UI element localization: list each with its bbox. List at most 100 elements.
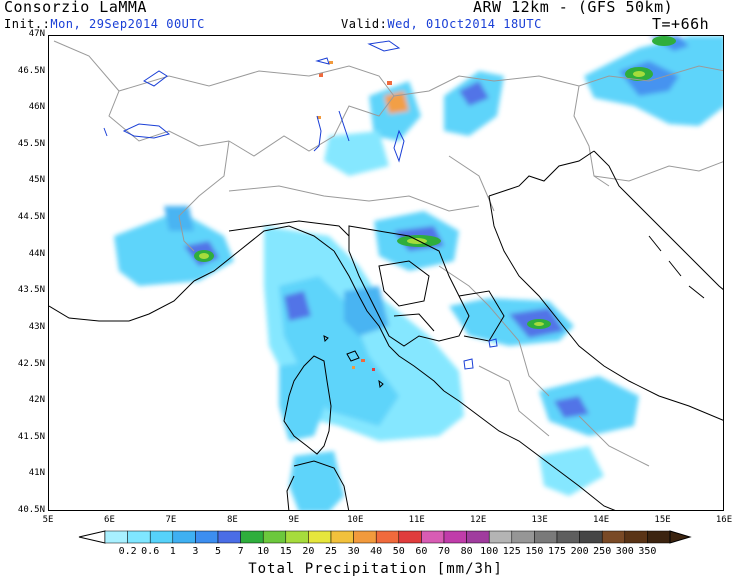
precip-speck — [317, 116, 321, 119]
colorbar-swatch — [308, 530, 332, 544]
tuscany-internal-2 — [393, 313, 435, 332]
colorbar-swatch — [330, 530, 354, 544]
latitude-label: 44.5N — [17, 212, 45, 223]
colorbar-label: 5 — [214, 546, 222, 557]
precipitation-fields — [114, 36, 723, 510]
lake-geneva — [122, 123, 171, 139]
precip-core-marche-inner — [534, 322, 544, 326]
lake-maggiore — [313, 115, 322, 152]
colorbar-label: 0.6 — [141, 546, 160, 557]
colorbar-label: 80 — [460, 546, 473, 557]
border-regions-po-valley — [228, 185, 480, 212]
colorbar-swatch — [534, 530, 558, 544]
coast-capraia — [323, 335, 329, 343]
precip-core-liguria-inner — [199, 253, 209, 259]
coast-croatia — [593, 150, 723, 290]
colorbar-swatch — [556, 530, 580, 544]
longitude-label: 9E — [288, 515, 300, 525]
border-regions-centre — [438, 265, 550, 397]
precip-speck — [387, 81, 392, 85]
coast-provence — [49, 280, 195, 322]
lake-constance — [367, 40, 401, 52]
coast-croatia-islands — [648, 235, 705, 299]
border-slovenia-croatia — [593, 161, 723, 182]
colorbar-title: Total Precipitation [mm/3h] — [248, 561, 503, 577]
colorbar-swatch — [421, 530, 445, 544]
colorbar-swatch — [488, 530, 513, 544]
colorbar-swatch — [285, 530, 309, 544]
precip-speck — [329, 61, 333, 64]
lake-zurich — [315, 57, 330, 65]
precipitation-map — [48, 35, 724, 511]
model-title: ARW 12km - (GFS 50km) — [473, 0, 674, 16]
colorbar-label: 10 — [257, 546, 270, 557]
colorbar-label: 60 — [415, 546, 428, 557]
lakes — [103, 40, 498, 370]
latitude-label: 43.5N — [17, 285, 45, 296]
intense-precip-specks — [317, 61, 392, 371]
precip-field-lombardy — [324, 131, 389, 176]
colorbar-swatch — [104, 530, 128, 544]
longitude-label: 8E — [226, 515, 238, 525]
longitude-label: 5E — [42, 515, 54, 525]
precip-field-liguria — [114, 211, 234, 286]
longitude-label: 14E — [592, 515, 610, 525]
latitude-label: 47N — [28, 29, 45, 39]
valid-label: Valid: — [341, 17, 388, 31]
precip-field-corsica — [279, 361, 329, 441]
map-canvas — [49, 36, 723, 510]
init-value: Mon, 29Sep2014 00UTC — [50, 17, 205, 31]
precip-field-south — [539, 446, 604, 496]
lake-como — [338, 110, 350, 142]
precip-core-austria-inner — [633, 71, 645, 77]
border-switzerland-italy — [228, 95, 395, 157]
political-borders — [53, 40, 723, 467]
lake-trasimeno — [488, 338, 498, 348]
colorbar-swatch — [240, 530, 264, 544]
colorbar-label: 300 — [615, 546, 634, 557]
longitude-label: 15E — [654, 515, 671, 525]
liguria-outline — [228, 220, 350, 237]
longitude-label: 12E — [470, 515, 487, 525]
colorbar-label: 125 — [502, 546, 521, 557]
latitude-label: 40.5N — [17, 505, 45, 515]
latitude-label: 41.5N — [17, 431, 45, 442]
precip-core-austria-north — [652, 36, 676, 46]
colorbar-swatch — [443, 530, 467, 544]
colorbar-label: 7 — [237, 546, 244, 557]
latitude-label: 46N — [28, 102, 45, 113]
precip-speck — [361, 359, 365, 362]
precipitation-colorbar — [78, 530, 692, 544]
org-title: Consorzio LaMMA — [4, 0, 147, 16]
colorbar-swatch — [217, 530, 241, 544]
region-outlines — [228, 220, 505, 347]
precip-speck — [319, 73, 323, 77]
colorbar-label: 40 — [370, 546, 383, 557]
precip-field-abruzzo — [539, 376, 639, 436]
longitude-label: 10E — [347, 515, 364, 525]
colorbar-swatch — [127, 530, 151, 544]
colorbar-under-arrow — [78, 530, 106, 544]
colorbar-label: 175 — [547, 546, 567, 557]
lead-time: T=+66h — [652, 15, 710, 33]
colorbar-swatch — [195, 530, 219, 544]
lake-bolsena — [463, 358, 474, 370]
coast-lazio — [443, 390, 616, 510]
colorbar-label: 70 — [437, 546, 451, 557]
colorbar-swatch — [375, 530, 400, 544]
longitude-label: 6E — [104, 515, 115, 525]
colorbar-swatch — [353, 530, 377, 544]
precip-field-sardinia — [289, 451, 344, 510]
colorbar-label: 20 — [302, 546, 315, 557]
colorbar-label: 150 — [525, 546, 544, 557]
colorbar-label: 1 — [169, 546, 176, 557]
init-time: Init.:Mon, 29Sep2014 00UTC — [4, 17, 205, 31]
colorbar-label: 15 — [279, 546, 292, 557]
colorbar-swatch — [511, 530, 535, 544]
border-italy-france — [178, 140, 230, 252]
sardinia-island — [286, 460, 350, 510]
precip-field-abruzzo-core — [554, 396, 589, 418]
precip-field-alps-centre-core — [459, 81, 489, 106]
precip-field-tyrrhenian-core — [284, 291, 311, 321]
border-italy-austria — [393, 65, 723, 97]
